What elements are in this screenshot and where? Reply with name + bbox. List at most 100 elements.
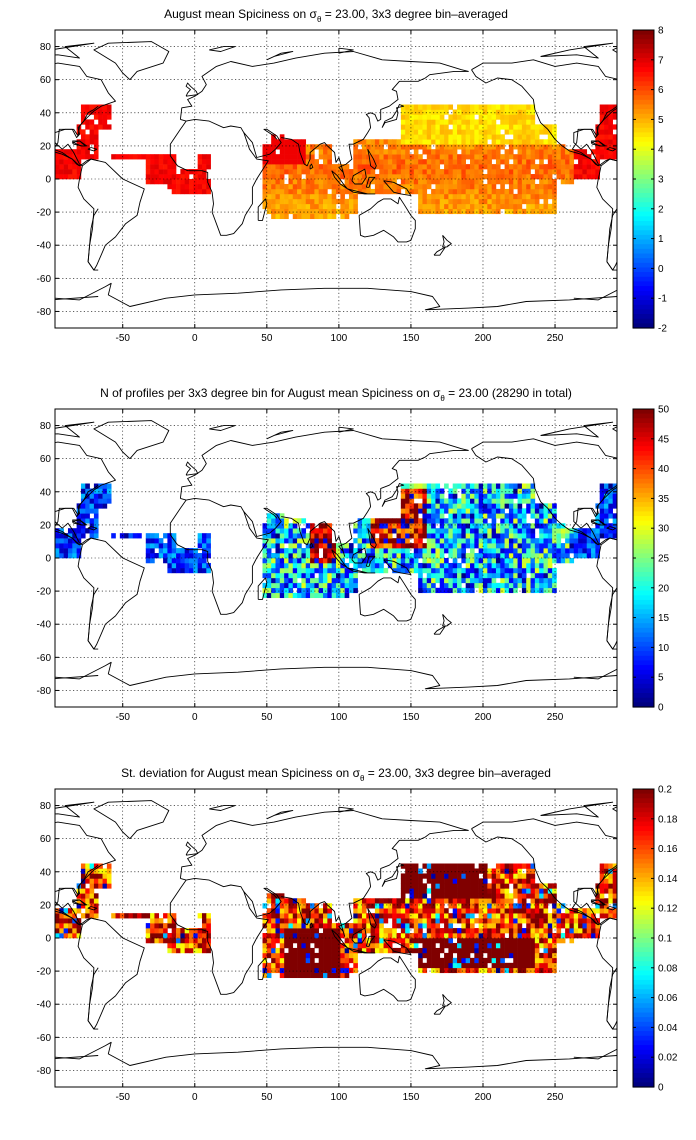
heatmap-cell: [271, 572, 276, 579]
heatmap-cell: [141, 913, 147, 919]
colorbar-step: [633, 623, 654, 629]
heatmap-cell: [271, 587, 276, 594]
heatmap-cell: [452, 183, 458, 190]
heatmap-cell: [301, 179, 307, 185]
heatmap-cell: [310, 928, 315, 934]
heatmap-cell: [89, 104, 95, 110]
heatmap-cell: [439, 913, 445, 919]
heatmap-cell: [530, 139, 536, 145]
heatmap-cell: [500, 114, 505, 120]
heatmap-cell: [266, 972, 272, 979]
heatmap-cell: [284, 903, 289, 909]
heatmap-cell: [323, 972, 328, 979]
heatmap-cell: [422, 942, 428, 949]
coastline-path: [367, 907, 377, 929]
heatmap-cell: [297, 938, 302, 944]
heatmap-cell: [439, 918, 445, 924]
heatmap-cell: [418, 203, 423, 210]
heatmap-cell: [552, 154, 557, 160]
heatmap-cell: [470, 868, 475, 874]
heatmap-cell: [348, 938, 354, 944]
heatmap-cell: [413, 558, 419, 564]
heatmap-cell: [305, 149, 311, 155]
y-tick-label: -80: [37, 686, 52, 697]
coastline-path: [606, 967, 617, 1030]
heatmap-cell: [297, 967, 302, 974]
heatmap-cell: [547, 562, 553, 569]
heatmap-cell: [487, 149, 492, 155]
heatmap-cell: [513, 553, 518, 559]
heatmap-cell: [495, 873, 501, 879]
heatmap-cell: [435, 528, 441, 534]
heatmap-cell: [145, 543, 151, 549]
heatmap-cell: [461, 164, 466, 170]
heatmap-cell: [439, 567, 445, 574]
heatmap-cell: [266, 144, 272, 150]
heatmap-cell: [435, 114, 441, 120]
heatmap-cell: [470, 928, 475, 934]
heatmap-cell: [357, 933, 363, 939]
heatmap-cell: [608, 483, 613, 489]
heatmap-cell: [457, 572, 462, 579]
heatmap-cell: [102, 114, 108, 120]
heatmap-cell: [409, 114, 415, 120]
heatmap-cell: [599, 124, 605, 130]
heatmap-cell: [482, 503, 488, 509]
heatmap-cell: [495, 888, 501, 894]
heatmap-cell: [374, 903, 380, 909]
heatmap-cell: [184, 174, 190, 180]
heatmap-cell: [340, 164, 345, 170]
colorbar-step: [633, 39, 654, 45]
heatmap-cell: [521, 513, 527, 519]
heatmap-cell: [457, 918, 462, 924]
heatmap-cell: [67, 548, 73, 554]
heatmap-cell: [387, 548, 393, 554]
heatmap-cell: [539, 533, 544, 539]
heatmap-cell: [327, 562, 332, 569]
heatmap-cell: [405, 129, 410, 135]
heatmap-cell: [547, 947, 553, 954]
heatmap-cell: [383, 918, 389, 924]
heatmap-cell: [604, 878, 609, 884]
heatmap-cell: [543, 508, 549, 514]
colorbar-step: [633, 304, 654, 310]
heatmap-cell: [357, 903, 363, 909]
heatmap-cell: [374, 918, 380, 924]
heatmap-cell: [305, 553, 311, 559]
heatmap-cell: [331, 558, 337, 564]
heatmap-cell: [115, 154, 121, 160]
heatmap-cell: [508, 179, 514, 185]
heatmap-cell: [348, 957, 354, 964]
heatmap-cell: [288, 913, 294, 919]
heatmap-cell: [413, 567, 419, 574]
heatmap-cell: [517, 967, 523, 974]
heatmap-cell: [470, 957, 475, 964]
heatmap-cell: [595, 144, 601, 150]
heatmap-cell: [361, 169, 367, 175]
heatmap-cell: [444, 179, 449, 185]
heatmap-cell: [418, 488, 423, 494]
heatmap-cell: [275, 139, 281, 145]
heatmap-cell: [474, 174, 479, 180]
heatmap-cell: [206, 933, 211, 939]
heatmap-cell: [344, 213, 350, 220]
heatmap-cell: [361, 154, 367, 160]
heatmap-cell: [513, 169, 518, 175]
heatmap-cell: [539, 129, 544, 135]
heatmap-cell: [495, 558, 501, 564]
heatmap-cell: [150, 538, 155, 544]
heatmap-cell: [595, 548, 601, 554]
heatmap-cell: [508, 528, 514, 534]
heatmap-cell: [457, 548, 462, 554]
heatmap-cell: [400, 518, 406, 524]
heatmap-cell: [482, 942, 488, 949]
heatmap-cell: [145, 558, 151, 564]
heatmap-cell: [439, 144, 445, 150]
colorbar-step: [633, 947, 654, 953]
heatmap-cell: [508, 183, 514, 190]
colorbar-step: [633, 942, 654, 948]
heatmap-cell: [288, 553, 294, 559]
heatmap-cell: [413, 868, 419, 874]
heatmap-cell: [612, 873, 617, 879]
heatmap-cell: [301, 957, 307, 964]
